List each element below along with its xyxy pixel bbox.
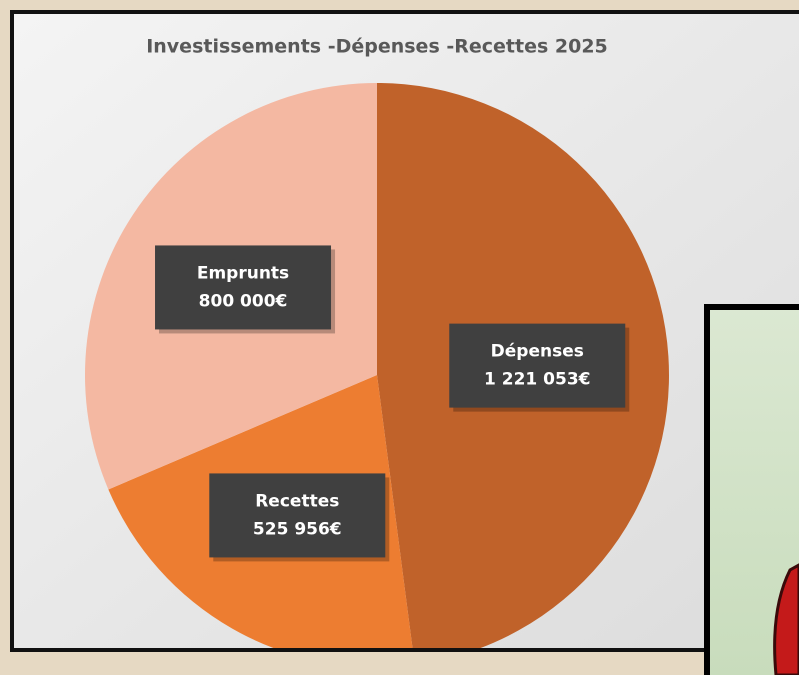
card-shape (773, 563, 799, 675)
data-label: Recettes 525 956€ (209, 473, 390, 562)
category-label: Dépenses (491, 342, 584, 362)
data-label: Dépenses 1 221 053€ (449, 323, 630, 412)
value-label: 525 956€ (253, 519, 342, 539)
category-label: Recettes (255, 491, 339, 511)
value-label: 800 000€ (199, 291, 288, 311)
chart-title: Investissements -Dépenses -Recettes 2025 (146, 36, 608, 58)
overlay-card (704, 304, 799, 675)
label-box (209, 473, 386, 558)
category-label: Emprunts (197, 263, 289, 283)
value-label: 1 221 053€ (484, 370, 590, 390)
label-box (155, 245, 332, 330)
data-label: Emprunts 800 000€ (155, 245, 336, 334)
label-box (449, 323, 626, 408)
